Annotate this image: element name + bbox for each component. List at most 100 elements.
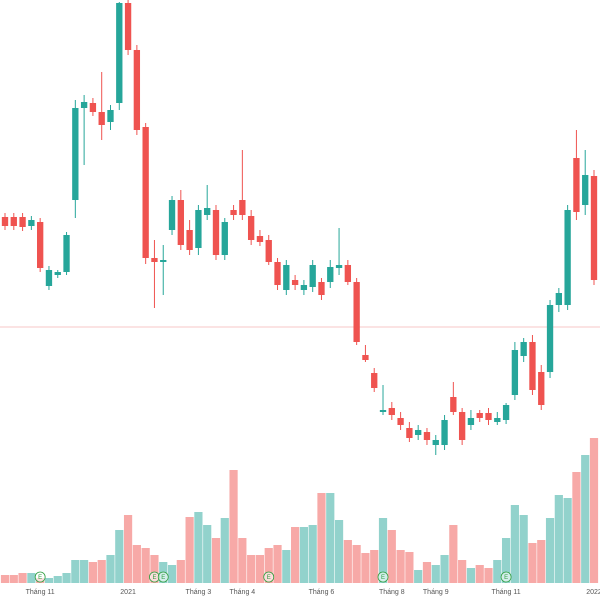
event-label: E (161, 575, 165, 581)
candle-body (186, 230, 193, 250)
candle-body (555, 293, 563, 305)
candle-body (300, 285, 308, 290)
event-marker (34, 571, 46, 583)
candle-body (160, 260, 167, 262)
candle-body (353, 282, 360, 342)
volume-bar (431, 565, 440, 583)
candle-body (494, 418, 501, 422)
candle-body (397, 418, 404, 425)
x-tick-label: Tháng 6 (309, 589, 335, 596)
volume-bar (229, 470, 238, 583)
candle-body (116, 3, 123, 103)
volume-bar (396, 550, 405, 583)
volume-bar (343, 540, 352, 583)
candle-body (151, 258, 158, 262)
event-label: E (267, 575, 271, 581)
volume-bar (361, 553, 370, 583)
x-tick-label: Tháng 8 (379, 589, 405, 596)
x-tick-label: Tháng 11 (26, 589, 55, 596)
candle-body (204, 208, 211, 215)
volume-bar (334, 520, 344, 583)
volume-bar (326, 493, 335, 583)
volume-bar (422, 562, 432, 583)
candle-body (362, 355, 369, 360)
volume-bar (519, 515, 528, 583)
candle-body (195, 210, 202, 248)
event-marker (157, 571, 169, 583)
candle-body (327, 267, 334, 282)
volume-bar (466, 568, 476, 583)
candle-body (177, 200, 184, 245)
volume-bar (88, 562, 98, 583)
event-label: E (38, 575, 42, 581)
candle-body (1, 217, 9, 226)
candle-body (19, 217, 26, 227)
x-tick-label: 2022 (586, 589, 600, 596)
candle-body (450, 397, 457, 412)
volume-bar (106, 555, 115, 583)
candle-body (511, 350, 519, 395)
volume-bar (554, 495, 563, 583)
candle-body (45, 270, 53, 286)
volume-bar (493, 560, 502, 583)
volume-bar (97, 560, 106, 583)
volume-bar (501, 538, 511, 583)
candle-body (142, 127, 149, 258)
volume-bar (123, 515, 133, 583)
volume-bar (291, 527, 300, 583)
volume-bar (53, 576, 62, 583)
volume-bar (352, 545, 361, 583)
candle-body (283, 265, 290, 290)
volume-bar (414, 570, 423, 583)
volume-bar (255, 555, 265, 583)
candle-body (80, 102, 88, 108)
candle-body (379, 410, 387, 412)
candle-body (573, 158, 580, 212)
candle-body (485, 413, 492, 420)
volume-bar (71, 560, 80, 583)
volume-bar (211, 538, 221, 583)
volume-bar (238, 538, 247, 583)
candle-body (168, 200, 176, 230)
volume-bar (510, 505, 519, 583)
volume-bar (405, 552, 414, 583)
volume-bar (220, 518, 229, 583)
candle-body (274, 262, 281, 285)
candle-body (406, 428, 413, 438)
volume-bar (27, 573, 36, 583)
x-tick-label: Tháng 11 (492, 589, 521, 596)
candle-body (423, 432, 431, 440)
candle-body (309, 265, 316, 287)
candle-body (538, 372, 545, 405)
candle-body (335, 265, 343, 268)
event-label: E (381, 575, 385, 581)
volume-bar (282, 550, 291, 583)
volume-bar (475, 565, 484, 583)
volume-bar (440, 555, 449, 583)
volume-bar (484, 568, 493, 583)
candle-body (89, 103, 97, 112)
candle-body (247, 216, 255, 240)
candle-body (582, 175, 589, 205)
candle-body (371, 373, 378, 388)
volume-bar (0, 575, 10, 583)
candle-body (221, 222, 228, 255)
candle-body (256, 236, 264, 242)
volume-bar (167, 565, 177, 583)
candle-body (564, 210, 571, 305)
volume-bar (9, 575, 18, 583)
volume-bar (185, 517, 194, 583)
candle-body (265, 240, 272, 262)
candle-body (133, 50, 141, 130)
x-tick-label: Tháng 3 (186, 589, 212, 596)
x-tick-label: Tháng 9 (423, 589, 449, 596)
volume-bar (308, 525, 317, 583)
candle-body (590, 176, 598, 280)
volume-bar (18, 573, 27, 583)
candle-body (441, 420, 448, 445)
candle-body (98, 112, 105, 125)
volume-bar (528, 543, 537, 583)
volume-bar (150, 555, 159, 583)
volume-bar (273, 545, 282, 583)
